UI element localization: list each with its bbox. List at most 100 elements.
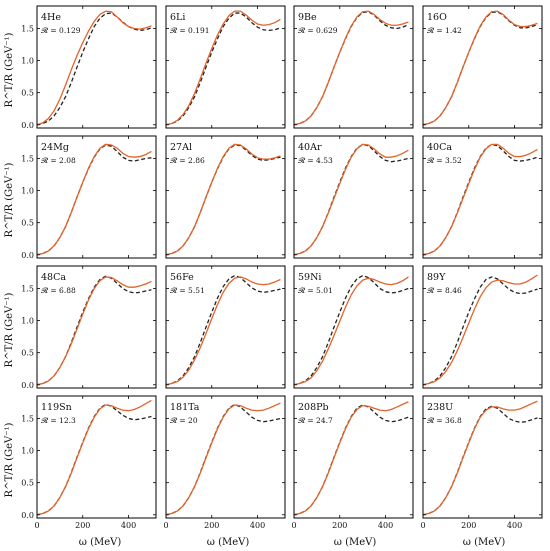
y-axis-label: R^T/R (GeV⁻¹)	[4, 422, 15, 497]
solid-series-line	[165, 402, 281, 516]
y-tick-label: 0.5	[21, 349, 34, 358]
solid-series-line	[165, 143, 281, 256]
nucleus-label: 119Sn	[41, 402, 72, 413]
nucleus-label: 40Ca	[427, 142, 452, 153]
panel-frame	[293, 5, 414, 129]
panel-9Be: 9Be 𝓡 = 0.629	[293, 5, 414, 129]
panel-27Al: 27Al 𝓡 = 2.86	[165, 135, 286, 259]
panel-frame	[165, 135, 286, 259]
x-tick-label: 0	[163, 521, 168, 530]
panel-grid: 0.0 0.5 1.0 1.5 4He 𝓡 = 0.129 6Li 𝓡 = 0.191 9Be 𝓡…	[21, 5, 543, 530]
panel-frame	[422, 395, 543, 519]
x-tick-label: 0	[34, 521, 39, 530]
ratio-label: 𝓡 = 1.42	[427, 25, 462, 35]
nucleus-label: 89Y	[427, 272, 446, 283]
x-axis-label: ω (MeV)	[463, 537, 506, 548]
solid-series-line	[36, 276, 152, 386]
ratio-label: 𝓡 = 8.46	[427, 285, 462, 295]
panel-frame	[422, 265, 543, 389]
panel-frame	[36, 395, 157, 519]
panel-16O: 16O 𝓡 = 1.42	[422, 5, 543, 129]
solid-series-line	[293, 10, 409, 126]
solid-series-line	[165, 276, 281, 386]
y-tick-label: 0.5	[21, 219, 34, 228]
ratio-label: 𝓡 = 0.129	[41, 25, 81, 35]
nucleus-label: 24Mg	[41, 142, 69, 153]
nucleus-label: 238U	[427, 402, 453, 413]
solid-series-line	[293, 143, 409, 256]
x-tick-label: 200	[204, 521, 219, 530]
panel-40Ar: 40Ar 𝓡 = 4.53	[293, 135, 414, 259]
solid-series-line	[293, 276, 409, 386]
y-tick-label: 1.0	[21, 187, 34, 196]
panel-48Ca: 0.0 0.5 1.0 1.5 48Ca 𝓡 = 6.88	[21, 265, 157, 390]
ratio-label: 𝓡 = 4.53	[298, 155, 333, 165]
x-tick-label: 400	[121, 521, 136, 530]
x-tick-label: 0	[291, 521, 296, 530]
ratio-label: 𝓡 = 12.3	[41, 415, 76, 425]
y-tick-label: 0.0	[21, 511, 34, 520]
solid-series-line	[422, 400, 538, 516]
y-axis-label: R^T/R (GeV⁻¹)	[4, 292, 15, 367]
solid-series-line	[293, 401, 409, 516]
solid-series-line	[422, 143, 538, 256]
panel-238U: 0 200 400 238U 𝓡 = 36.8	[420, 395, 543, 530]
panel-frame	[165, 395, 286, 519]
solid-series-line	[36, 10, 152, 126]
dashed-series-line	[36, 12, 152, 126]
y-tick-label: 1.5	[21, 284, 34, 293]
ratio-label: 𝓡 = 2.86	[170, 155, 205, 165]
solid-series-line	[165, 10, 281, 126]
y-tick-label: 0.5	[21, 479, 34, 488]
y-tick-label: 0.0	[21, 251, 34, 260]
panel-59Ni: 59Ni 𝓡 = 5.01	[293, 265, 414, 389]
y-axis-label: R^T/R (GeV⁻¹)	[4, 32, 15, 107]
panel-56Fe: 56Fe 𝓡 = 5.51	[165, 265, 286, 389]
x-axis-label: ω (MeV)	[334, 537, 377, 548]
panel-119Sn: 0.0 0.5 1.0 1.5 0 200 400 119Sn 𝓡 = 12.3	[21, 395, 157, 530]
x-tick-label: 400	[378, 521, 393, 530]
panel-40Ca: 40Ca 𝓡 = 3.52	[422, 135, 543, 259]
nucleus-label: 9Be	[298, 12, 317, 23]
panel-4He: 0.0 0.5 1.0 1.5 4He 𝓡 = 0.129	[21, 5, 157, 130]
y-tick-label: 0.0	[21, 121, 34, 130]
panel-89Y: 89Y 𝓡 = 8.46	[422, 265, 543, 389]
nucleus-label: 56Fe	[170, 272, 194, 283]
nucleus-label: 4He	[41, 12, 61, 23]
panel-24Mg: 0.0 0.5 1.0 1.5 24Mg 𝓡 = 2.08	[21, 135, 157, 260]
nucleus-label: 59Ni	[298, 272, 321, 283]
panel-frame	[165, 265, 286, 389]
nucleus-label: 208Pb	[298, 402, 329, 413]
ratio-label: 𝓡 = 0.629	[298, 25, 338, 35]
y-tick-label: 1.0	[21, 57, 34, 66]
dashed-series-line	[422, 276, 538, 386]
solid-series-line	[422, 274, 538, 386]
ratio-label: 𝓡 = 6.88	[41, 285, 76, 295]
y-tick-label: 1.5	[21, 24, 34, 33]
ratio-label: 𝓡 = 36.8	[427, 415, 462, 425]
x-tick-label: 200	[461, 521, 476, 530]
x-tick-label: 200	[75, 521, 90, 530]
solid-series-line	[36, 399, 152, 516]
x-axis-label: ω (MeV)	[207, 537, 250, 548]
panel-181Ta: 0 200 400 181Ta 𝓡 = 20	[163, 395, 286, 530]
x-tick-label: 400	[507, 521, 522, 530]
nucleus-label: 27Al	[170, 142, 192, 153]
y-tick-label: 1.0	[21, 447, 34, 456]
y-axis-label: R^T/R (GeV⁻¹)	[4, 162, 15, 237]
dashed-series-line	[293, 274, 409, 386]
dashed-series-line	[165, 12, 281, 126]
panel-frame	[293, 265, 414, 389]
y-tick-label: 0.5	[21, 89, 34, 98]
panel-frame	[422, 5, 543, 129]
panel-frame	[422, 135, 543, 259]
y-tick-label: 1.5	[21, 154, 34, 163]
y-tick-label: 1.5	[21, 414, 34, 423]
panel-208Pb: 0 200 400 208Pb 𝓡 = 24.7	[291, 395, 414, 530]
nucleus-label: 16O	[427, 12, 447, 23]
ratio-label: 𝓡 = 2.08	[41, 155, 76, 165]
axis-labels: ω (MeV) ω (MeV) ω (MeV) ω (MeV) R^T/R (G…	[4, 32, 505, 548]
panel-frame	[165, 5, 286, 129]
y-tick-label: 1.0	[21, 317, 34, 326]
nucleus-label: 6Li	[170, 12, 185, 23]
